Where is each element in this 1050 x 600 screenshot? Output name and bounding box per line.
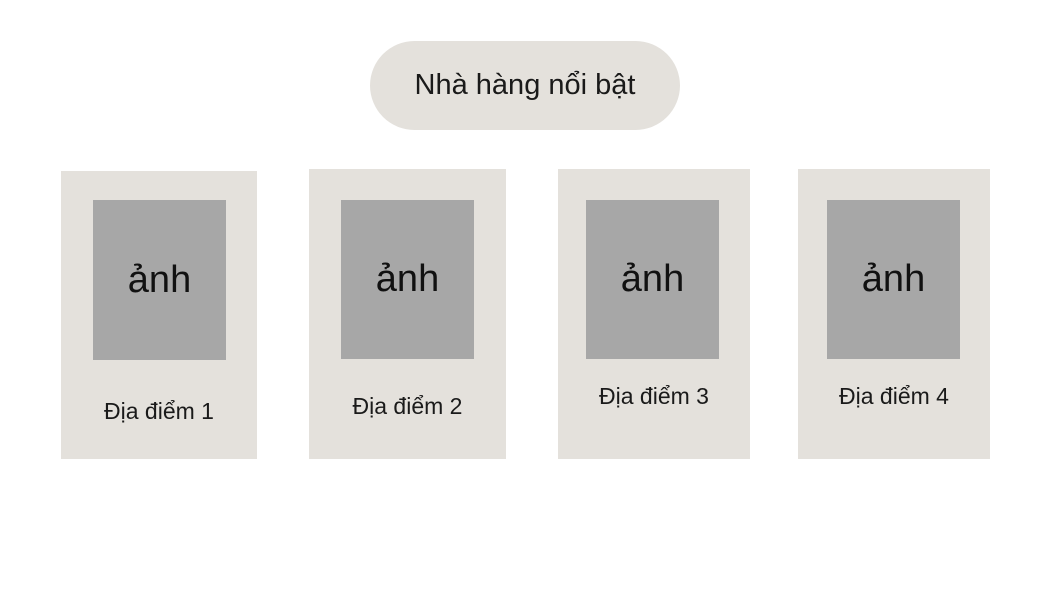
section-title: Nhà hàng nổi bật	[370, 41, 680, 130]
restaurant-card-1[interactable]: ảnh Địa điểm 1	[61, 171, 257, 459]
card-location-label[interactable]: Địa điểm 3	[599, 383, 709, 409]
restaurant-card-3[interactable]: ảnh Địa điểm 3	[558, 169, 750, 459]
card-image-placeholder[interactable]: ảnh	[93, 200, 226, 360]
restaurant-card-2[interactable]: ảnh Địa điểm 2	[309, 169, 506, 459]
card-image-placeholder[interactable]: ảnh	[586, 200, 719, 359]
card-image-placeholder[interactable]: ảnh	[827, 200, 960, 359]
card-image-placeholder[interactable]: ảnh	[341, 200, 474, 359]
restaurant-card-4[interactable]: ảnh Địa điểm 4	[798, 169, 990, 459]
card-location-label[interactable]: Địa điểm 2	[352, 393, 463, 419]
card-location-label[interactable]: Địa điểm 1	[104, 398, 214, 424]
card-location-label[interactable]: Địa điểm 4	[839, 383, 949, 409]
